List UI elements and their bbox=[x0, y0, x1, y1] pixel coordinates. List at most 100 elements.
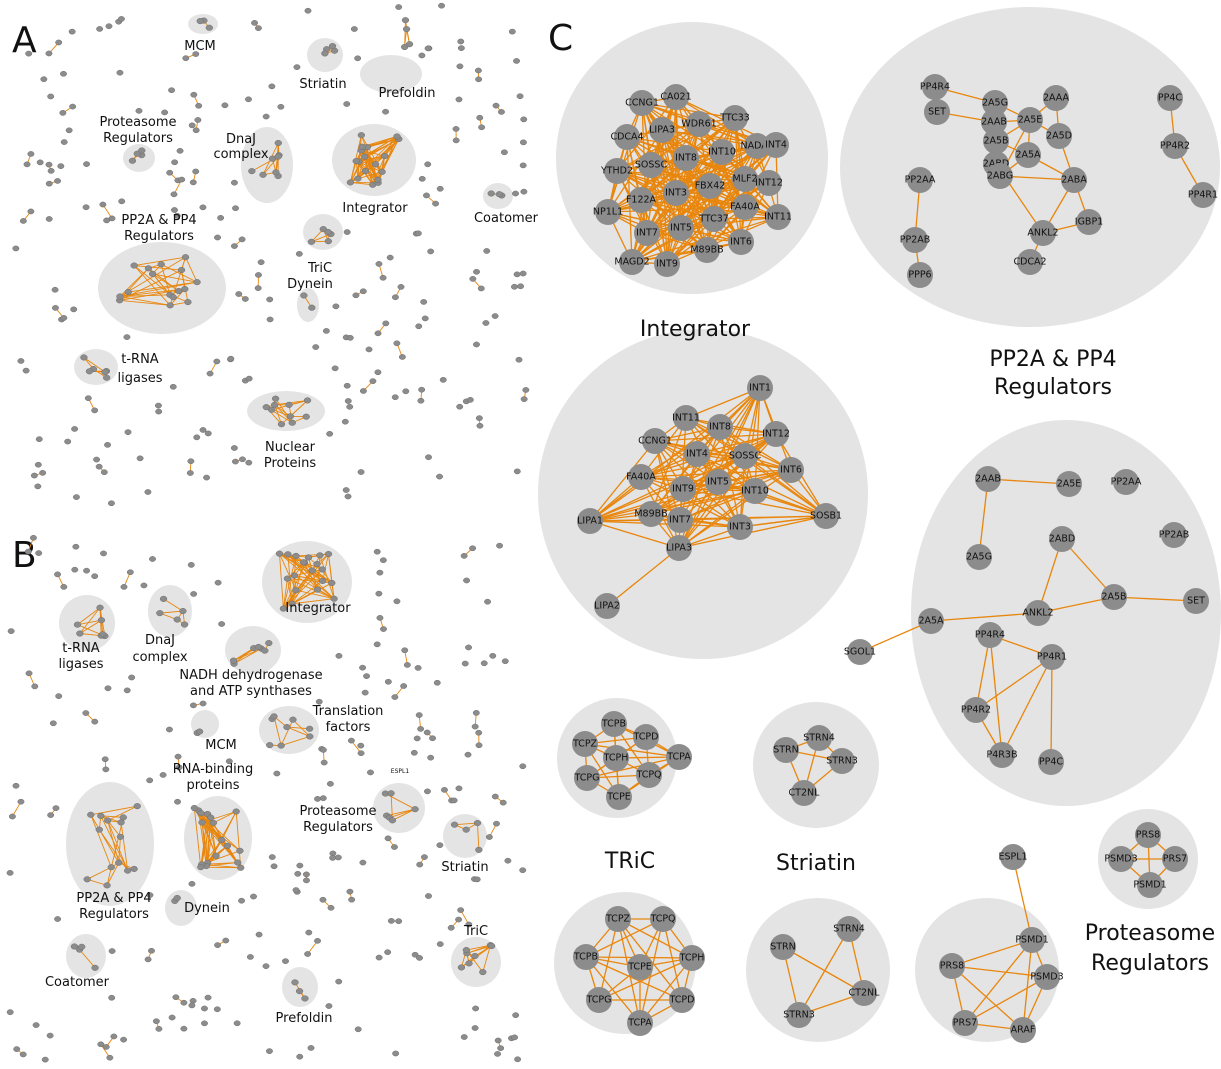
panel-b-protein bbox=[491, 793, 499, 800]
panel-b-protein bbox=[204, 994, 212, 1001]
node-label-pp2ab: PP2AB bbox=[900, 235, 931, 246]
label-nuclear-a-1: Nuclear bbox=[265, 440, 316, 455]
network-edge bbox=[641, 102, 736, 119]
panel-a-cluster-protein bbox=[487, 190, 495, 197]
network-edge bbox=[585, 918, 664, 958]
node-lipa2 bbox=[594, 593, 620, 619]
node-2aaa bbox=[1043, 85, 1069, 111]
label-coatomer-a: Coatomer bbox=[474, 211, 539, 226]
node-2a5a bbox=[1015, 142, 1041, 168]
panel-a-protein bbox=[118, 198, 126, 205]
network-edge bbox=[679, 515, 827, 521]
panel-b-protein bbox=[348, 896, 356, 903]
panel-b-cluster-edge bbox=[282, 578, 288, 609]
panel-b-protein bbox=[246, 954, 254, 960]
panel-b-protein bbox=[475, 729, 483, 736]
panel-a-protein bbox=[254, 272, 262, 278]
title-integrator: Integrator bbox=[640, 317, 751, 342]
node-lipa3 bbox=[666, 535, 692, 561]
network-edge bbox=[1050, 656, 1053, 763]
panel-b-cluster-protein bbox=[96, 604, 104, 611]
panel-a-protein bbox=[99, 201, 107, 208]
panel-b-protein bbox=[501, 658, 509, 665]
panel-a-protein bbox=[19, 218, 27, 224]
node-label-ct2nl: CT2NL bbox=[789, 788, 821, 799]
network-edge bbox=[589, 520, 741, 528]
panel-a-protein bbox=[475, 415, 483, 421]
panel-a-protein bbox=[425, 454, 432, 461]
panel-b: ESPL1 Integrator t-RNA ligases DnaJ comp… bbox=[6, 534, 527, 1063]
panel-b-protein bbox=[296, 1053, 304, 1060]
panel-a-protein bbox=[71, 426, 79, 432]
node-pp4c bbox=[1157, 85, 1183, 111]
panel-a-protein bbox=[452, 137, 460, 144]
panel-b-cluster-edge bbox=[106, 862, 120, 886]
panel-a-protein bbox=[455, 96, 463, 103]
node-label-set: SET bbox=[928, 107, 946, 118]
panel-b-cluster-protein bbox=[473, 820, 482, 827]
panel-b-cluster-edge bbox=[77, 607, 101, 626]
node-ttc33 bbox=[722, 105, 748, 131]
cluster-dynein-a bbox=[297, 288, 319, 322]
node-label-tcpd: TCPD bbox=[669, 995, 695, 1006]
panel-a-cluster-protein bbox=[358, 143, 366, 150]
panel-a-protein bbox=[124, 429, 132, 435]
panel-b-cluster-protein bbox=[279, 605, 288, 612]
node-label-int10: INT10 bbox=[741, 486, 769, 497]
panel-b-protein bbox=[52, 805, 60, 811]
panel-b-protein bbox=[514, 1056, 522, 1063]
panel-b-protein bbox=[315, 698, 323, 705]
node-label-tcpg: TCPG bbox=[586, 995, 612, 1006]
panel-a-protein bbox=[427, 248, 435, 255]
panel-a-protein bbox=[391, 394, 399, 401]
node-label-cdca4: CDCA4 bbox=[610, 132, 643, 143]
panel-a-protein bbox=[171, 207, 178, 213]
node-2a5g bbox=[966, 544, 992, 570]
node-label-int1: INT1 bbox=[749, 383, 771, 394]
panel-a-protein bbox=[375, 261, 383, 267]
label-pp2a-a-1: PP2A & PP4 bbox=[121, 213, 196, 228]
panel-b-protein bbox=[149, 556, 156, 562]
network-edge bbox=[616, 123, 700, 172]
panel-a-protein bbox=[171, 159, 179, 166]
panel-b-protein bbox=[329, 855, 337, 861]
node-label-int8: INT8 bbox=[709, 422, 731, 433]
panel-b-cluster-protein bbox=[292, 552, 300, 559]
panel-b-protein bbox=[519, 867, 527, 874]
node-tcpz bbox=[572, 731, 598, 757]
node-igbp1 bbox=[1076, 209, 1102, 235]
panel-a-cluster-protein bbox=[402, 26, 411, 33]
panel-b-protein bbox=[222, 937, 230, 944]
panel-a-protein bbox=[424, 45, 432, 52]
panel-a-cluster-protein bbox=[103, 374, 111, 381]
panel-a-protein bbox=[60, 70, 67, 77]
panel-b-cluster-protein bbox=[195, 728, 204, 735]
panel-b-protein bbox=[357, 750, 365, 757]
panel-a-protein bbox=[475, 76, 483, 83]
panel-b-cluster-edge bbox=[317, 555, 321, 590]
node-label-tcpa: TCPA bbox=[627, 1018, 652, 1029]
panel-b-cluster-edge bbox=[280, 719, 294, 746]
panel-b-cluster-edge bbox=[200, 817, 212, 868]
node-pp4r1 bbox=[1190, 182, 1216, 208]
panel-b-cluster-edge bbox=[291, 589, 318, 605]
panel-a-protein bbox=[295, 251, 303, 257]
panel-b-protein bbox=[8, 813, 16, 820]
label-mcm-a: MCM bbox=[184, 39, 216, 54]
panel-b-cluster-edge bbox=[86, 866, 112, 880]
label-prefoldin-a: Prefoldin bbox=[379, 86, 436, 101]
panel-a-protein bbox=[452, 126, 460, 132]
panel-b-protein bbox=[375, 590, 383, 597]
panel-b-cluster-edge bbox=[233, 648, 262, 662]
node-fa40a bbox=[628, 464, 654, 490]
panel-b-protein bbox=[417, 726, 425, 732]
cluster-prefoldin-a bbox=[360, 55, 422, 93]
node-label-tcpa: TCPA bbox=[666, 752, 691, 763]
panel-a-protein bbox=[47, 93, 55, 100]
network-edge bbox=[631, 164, 652, 263]
panel-a-protein bbox=[12, 245, 20, 252]
title-proteasome-2: Regulators bbox=[1091, 951, 1209, 976]
node-label-f122a: F122A bbox=[626, 195, 657, 206]
panel-a-protein bbox=[277, 103, 285, 110]
node-label-2a5b: 2A5B bbox=[1101, 592, 1126, 603]
